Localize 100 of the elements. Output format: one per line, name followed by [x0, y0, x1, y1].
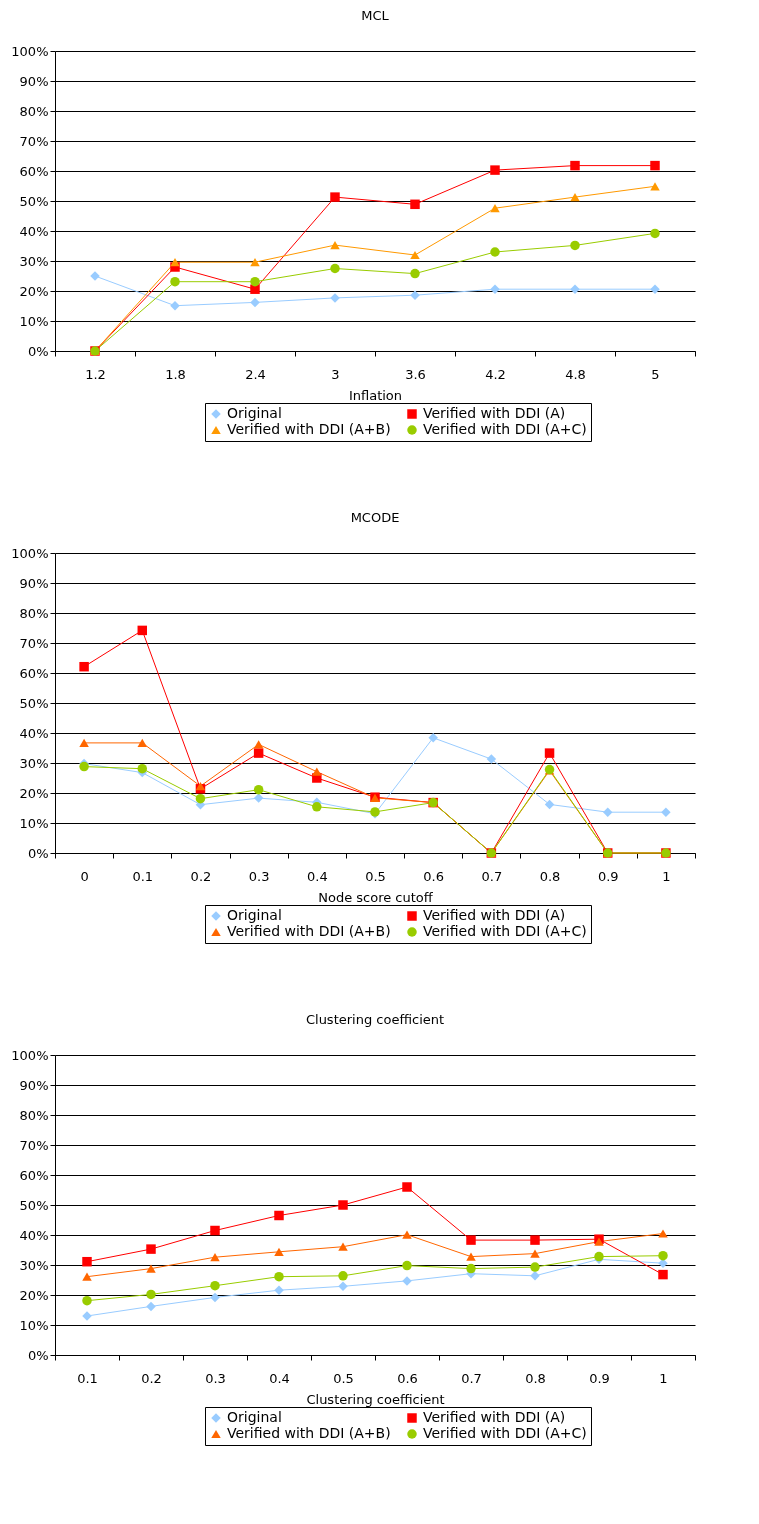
point [402, 1182, 412, 1192]
point [338, 1271, 348, 1281]
point [330, 263, 340, 274]
x-tick-label: 0.4 [269, 1370, 290, 1386]
y-tick-label: 40% [19, 223, 49, 239]
x-tick-label: 1.8 [165, 366, 186, 382]
x-tick-label: 2.4 [245, 366, 266, 382]
legend-label: Original [227, 1409, 282, 1425]
x-tick-label: 0.6 [397, 1370, 418, 1386]
x-tick-label: 4.8 [565, 366, 586, 382]
point [137, 738, 148, 748]
point [210, 1292, 220, 1303]
legend-label: Verified with DDI (A+B) [227, 1425, 391, 1441]
point [79, 661, 89, 672]
point [402, 1260, 412, 1271]
x-tick-label: 3 [331, 366, 340, 382]
x-tick-label: 0.9 [589, 1370, 610, 1386]
y-tick-label: 80% [19, 1107, 49, 1123]
y-tick-label: 90% [19, 575, 49, 591]
chart-title: MCODE [350, 510, 400, 525]
point [210, 1280, 220, 1291]
x-tick-label: 0.1 [132, 868, 154, 884]
y-tick-label: 50% [19, 1197, 49, 1213]
point [330, 240, 340, 250]
point [486, 754, 497, 764]
y-tick-label: 0% [27, 1347, 49, 1363]
y-tick-label: 70% [19, 635, 49, 651]
x-tick-label: 0.6 [423, 868, 445, 884]
point [250, 258, 260, 267]
legend-label: Original [227, 405, 282, 421]
point [570, 160, 580, 171]
point [82, 1256, 92, 1267]
y-tick-label: 60% [19, 163, 49, 179]
point [490, 204, 500, 213]
x-tick-label: 5 [651, 366, 660, 382]
point [602, 807, 613, 817]
legend-label: Verified with DDI (A+C) [423, 1425, 587, 1441]
point [490, 165, 500, 175]
point [312, 802, 322, 812]
x-tick-label: 4.2 [485, 366, 506, 382]
point [466, 1252, 476, 1261]
x-axis-title: Clustering coefficient [306, 1391, 445, 1407]
legend-label: Verified with DDI (A) [423, 405, 566, 421]
y-tick-label: 30% [19, 1257, 49, 1273]
point [250, 276, 260, 287]
x-tick-label: 1 [659, 1370, 668, 1386]
point [79, 738, 89, 748]
point [195, 793, 206, 804]
point [146, 1289, 156, 1300]
point [137, 625, 148, 636]
point [338, 1200, 348, 1210]
x-tick-label: 0.5 [365, 868, 386, 884]
point [410, 199, 420, 210]
point [210, 1225, 220, 1236]
y-tick-label: 70% [19, 1137, 49, 1153]
y-tick-label: 100% [11, 545, 49, 561]
point [146, 1301, 156, 1312]
point [402, 1230, 412, 1239]
legend-label: Verified with DDI (A) [423, 1409, 566, 1425]
point [490, 247, 500, 257]
point [253, 784, 264, 795]
point [530, 1262, 540, 1272]
x-tick-label: 1 [662, 868, 671, 884]
point [82, 1295, 92, 1306]
x-tick-label: 0 [80, 868, 89, 884]
x-tick-label: 0.3 [205, 1370, 226, 1386]
point [650, 160, 660, 171]
x-tick-label: 0.8 [539, 868, 561, 884]
point [250, 297, 260, 308]
point [253, 793, 264, 803]
point [312, 767, 322, 776]
point [274, 1271, 284, 1282]
point [466, 1235, 476, 1245]
y-tick-label: 20% [19, 785, 49, 801]
x-tick-label: 0.9 [597, 868, 619, 884]
x-axis-title: Inflation [348, 387, 403, 403]
point [330, 192, 340, 202]
y-tick-label: 60% [19, 1167, 49, 1183]
point [570, 192, 580, 202]
point [466, 1263, 476, 1274]
point [650, 228, 660, 239]
y-tick-label: 40% [19, 1227, 49, 1243]
x-axis-title: Node score cutoff [318, 889, 434, 905]
legend-label: Verified with DDI (A+C) [423, 923, 587, 939]
point [544, 748, 555, 758]
point [274, 1210, 284, 1221]
point [137, 763, 148, 774]
legend-label: Verified with DDI (A+B) [227, 421, 391, 437]
x-tick-label: 0.3 [248, 868, 270, 884]
point [658, 1250, 668, 1261]
x-tick-label: 1.2 [85, 366, 106, 382]
point [530, 1235, 540, 1245]
y-tick-label: 90% [19, 1077, 49, 1093]
x-tick-label: 0.2 [141, 1370, 162, 1386]
point [658, 1229, 668, 1238]
chart-title: MCL [361, 8, 390, 23]
y-tick-label: 0% [27, 845, 49, 861]
chart-title: Clustering coefficient [305, 1012, 445, 1027]
y-tick-label: 30% [19, 253, 49, 269]
point [428, 733, 438, 743]
